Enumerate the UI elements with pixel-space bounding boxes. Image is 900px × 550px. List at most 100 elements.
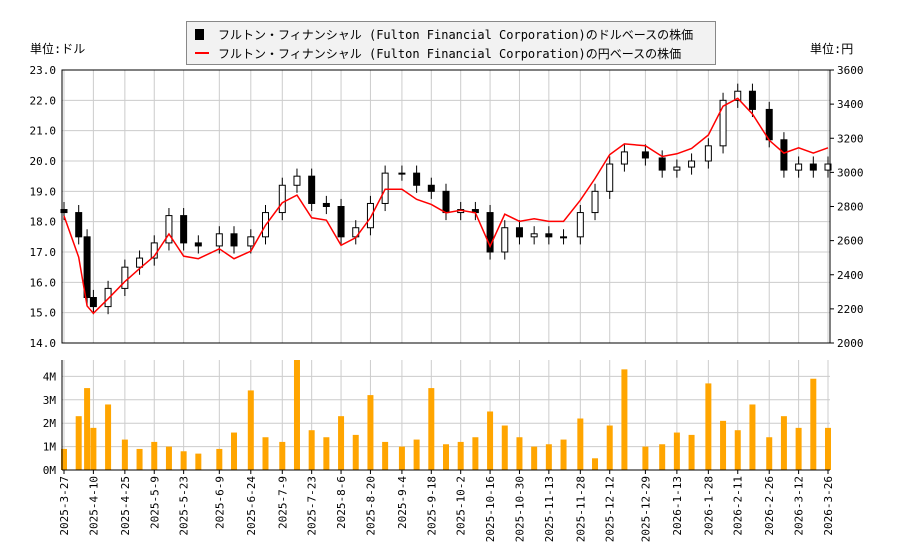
volume-bar xyxy=(734,430,741,470)
right-tick-label: 2000 xyxy=(837,337,864,350)
left-tick-label: 19.0 xyxy=(30,185,57,198)
volume-bar xyxy=(279,441,286,470)
candle-body xyxy=(824,163,832,171)
volume-bar xyxy=(457,441,464,470)
candle-body xyxy=(322,202,330,207)
volume-bar xyxy=(705,383,712,470)
volume-bar xyxy=(121,439,128,470)
volume-bar xyxy=(673,432,680,470)
candle-body xyxy=(247,236,255,247)
volume-bar xyxy=(825,427,831,470)
x-tick-label: 2025-10-2 xyxy=(455,476,468,536)
candle-body xyxy=(89,297,97,308)
x-tick-label: 2026-1-28 xyxy=(702,476,715,536)
volume-bar xyxy=(592,458,599,470)
volume-bar xyxy=(621,369,628,470)
volume-bar xyxy=(642,446,649,470)
volume-bar xyxy=(688,434,695,470)
volume-bar xyxy=(810,378,817,470)
x-tick-label: 2025-11-28 xyxy=(574,476,587,542)
x-tick-label: 2025-6-9 xyxy=(213,476,226,529)
volume-bar xyxy=(151,441,158,470)
candle-body xyxy=(809,163,817,171)
legend-candle-swatch xyxy=(195,28,204,40)
legend-usd: フルトン・フィナンシャル (Fulton Financial Corporati… xyxy=(218,27,694,42)
x-tick-label: 2025-6-24 xyxy=(245,476,258,536)
volume-bar xyxy=(577,418,584,470)
volume-bar xyxy=(367,395,374,470)
candle-body xyxy=(230,233,238,247)
right-tick-label: 3200 xyxy=(837,132,864,145)
candle-body xyxy=(688,160,696,168)
volume-bar xyxy=(780,416,787,470)
candle-body xyxy=(293,175,301,186)
x-tick-label: 2025-7-9 xyxy=(276,476,289,529)
x-tick-label: 2025-5-9 xyxy=(148,476,161,529)
volume-bar xyxy=(231,432,238,470)
candle-body xyxy=(748,90,756,110)
right-tick-label: 3400 xyxy=(837,98,864,111)
x-tick-label: 2026-2-11 xyxy=(732,476,745,536)
volume-bar xyxy=(382,441,389,470)
right-tick-label: 2800 xyxy=(837,201,864,214)
volume-bar xyxy=(795,427,802,470)
volume-bar xyxy=(749,404,756,470)
x-tick-label: 2025-10-16 xyxy=(484,476,497,542)
candle-body xyxy=(337,206,345,238)
volume-bar xyxy=(262,437,269,470)
x-tick-label: 2026-1-13 xyxy=(671,476,684,536)
volume-bar xyxy=(516,437,523,470)
x-tick-label: 2025-9-4 xyxy=(396,476,409,529)
volume-bar xyxy=(487,411,494,470)
volume-bar xyxy=(428,388,435,470)
left-tick-label: 18.0 xyxy=(30,216,57,229)
candle-body xyxy=(75,212,83,238)
volume-bar xyxy=(443,444,449,470)
volume-bar xyxy=(308,430,315,470)
left-tick-label: 15.0 xyxy=(30,307,57,320)
volume-bar xyxy=(413,439,420,470)
volume-bar xyxy=(472,437,479,470)
candle-body xyxy=(366,202,374,229)
volume-bar xyxy=(84,388,91,470)
legend: フルトン・フィナンシャル (Fulton Financial Corporati… xyxy=(186,21,716,65)
volume-bar xyxy=(165,446,172,470)
x-tick-label: 2025-8-6 xyxy=(335,476,348,529)
volume-bar xyxy=(105,404,112,470)
x-tick-label: 2025-7-23 xyxy=(306,476,319,536)
volume-bar xyxy=(90,427,97,470)
left-tick-label: 21.0 xyxy=(30,125,57,138)
right-tick-label: 3600 xyxy=(837,64,864,77)
candle-body xyxy=(427,184,435,192)
left-tick-label: 23.0 xyxy=(30,64,57,77)
left-unit-label: 単位:ドル xyxy=(30,42,86,56)
right-tick-label: 3000 xyxy=(837,166,864,179)
right-tick-label: 2600 xyxy=(837,235,864,248)
candle-body xyxy=(308,175,316,204)
candle-body xyxy=(104,287,112,308)
candle-body xyxy=(641,151,649,159)
candle-body xyxy=(576,212,584,238)
candle-body xyxy=(719,99,727,147)
volume-tick-label: 1M xyxy=(43,441,57,454)
right-tick-label: 2200 xyxy=(837,303,864,316)
volume-bar xyxy=(247,390,254,470)
volume-bar xyxy=(531,446,538,470)
volume-bar xyxy=(352,434,359,470)
x-tick-label: 2025-9-18 xyxy=(425,476,438,536)
left-tick-label: 22.0 xyxy=(30,94,57,107)
volume-bar xyxy=(659,444,666,470)
x-tick-label: 2026-3-26 xyxy=(822,476,835,536)
price-plot-frame xyxy=(61,69,831,344)
candle-body xyxy=(530,233,538,238)
x-tick-label: 2025-12-29 xyxy=(639,476,652,542)
right-unit-label: 単位:円 xyxy=(810,42,854,56)
x-tick-label: 2025-11-13 xyxy=(543,476,556,542)
candle-body xyxy=(381,172,389,204)
candle-body xyxy=(83,236,91,298)
left-tick-label: 16.0 xyxy=(30,276,57,289)
candle-body xyxy=(560,236,568,239)
volume-bar xyxy=(545,444,552,470)
